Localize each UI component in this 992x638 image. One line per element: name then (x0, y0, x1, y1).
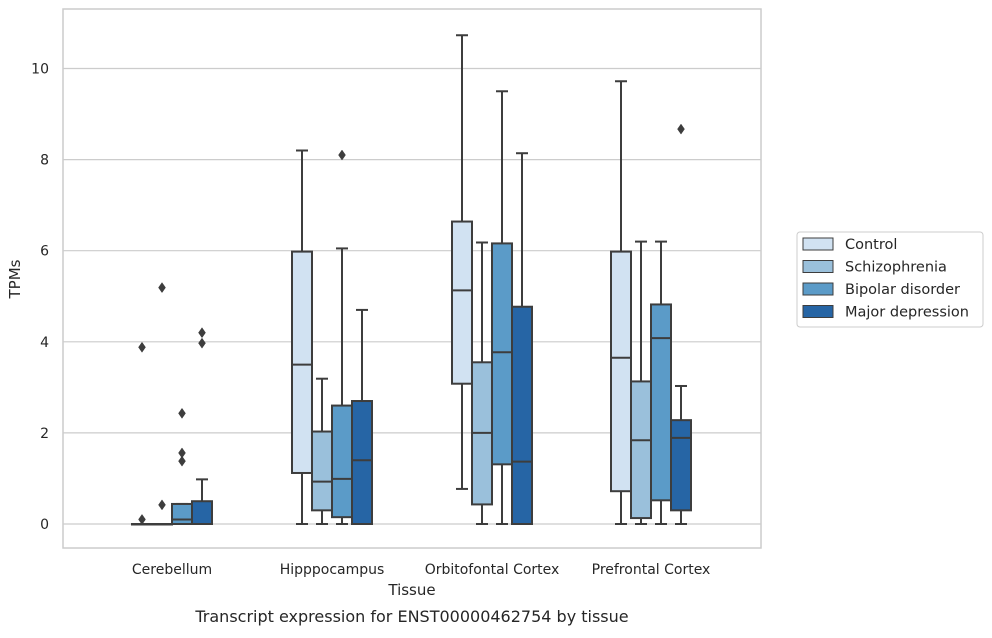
chart-title: Transcript expression for ENST0000046275… (194, 607, 628, 626)
outlier-point (198, 327, 206, 339)
legend-label: Bipolar disorder (845, 282, 960, 298)
box-major-depression (191, 327, 213, 526)
x-axis-label: Tissue (387, 581, 435, 599)
box-schizophrenia (630, 240, 652, 525)
y-tick-label: 10 (31, 62, 49, 78)
box-iqr (451, 220, 473, 385)
legend-swatch (802, 260, 834, 273)
x-tick-label: Prefrontal Cortex (592, 562, 711, 578)
outlier-point (178, 455, 186, 467)
outlier-point (198, 337, 206, 349)
legend-swatch (802, 282, 834, 296)
legend-label: Control (845, 237, 897, 253)
y-tick-label: 6 (40, 244, 49, 260)
box-bipolar-disorder (491, 90, 513, 525)
box-iqr (511, 305, 533, 525)
x-axis-ticks: Cerebellum Hipppocampus Orbitofontal Corte… (132, 562, 710, 578)
box-iqr (351, 400, 373, 526)
box-control (610, 80, 632, 525)
legend-swatch (802, 305, 834, 318)
box-iqr (291, 250, 313, 474)
box-bipolar-disorder (331, 149, 353, 525)
legend-swatch (802, 237, 834, 251)
outlier-point (178, 407, 186, 419)
box-iqr (311, 430, 333, 512)
box-major-depression (511, 152, 533, 525)
y-tick-label: 4 (40, 335, 49, 351)
box-iqr (171, 502, 193, 526)
box-iqr (331, 404, 353, 519)
box-iqr (630, 380, 652, 520)
box-iqr (191, 500, 213, 526)
box-schizophrenia (311, 377, 333, 525)
box-iqr (491, 242, 513, 466)
box-major-depression (670, 123, 692, 525)
x-tick-label: Orbitofontal Cortex (425, 562, 560, 578)
legend-label: Major depression (845, 305, 969, 321)
box-iqr (610, 250, 632, 493)
box-iqr (670, 419, 692, 512)
y-tick-label: 2 (40, 426, 49, 442)
x-tick-label: Hipppocampus (280, 562, 385, 578)
outlier-point (138, 341, 146, 353)
y-axis-ticks: 0 2 4 6 8 10 (31, 62, 49, 534)
box-iqr (650, 303, 672, 502)
box-schizophrenia (471, 241, 493, 525)
box-major-depression (351, 308, 373, 526)
x-tick-label: Cerebellum (132, 562, 212, 578)
plot-frame (62, 8, 762, 549)
legend: Control Schizophrenia Bipolar disorder Majo… (796, 231, 984, 328)
y-axis-label: TPMs (6, 259, 24, 299)
y-tick-label: 8 (40, 153, 49, 169)
legend-label: Schizophrenia (845, 260, 947, 276)
box-control (131, 341, 153, 526)
box-control (291, 149, 313, 525)
outlier-point (338, 149, 346, 161)
legend-frame (796, 231, 984, 328)
outlier-point (158, 499, 166, 511)
box-control (451, 34, 473, 490)
outlier-point (677, 123, 685, 135)
box-bipolar-disorder (650, 240, 672, 525)
outlier-point (158, 282, 166, 294)
plot-area (131, 34, 692, 526)
y-tick-label: 0 (40, 517, 49, 533)
box-schizophrenia (151, 282, 173, 526)
box-bipolar-disorder (171, 407, 193, 526)
outlier-point (138, 514, 146, 525)
